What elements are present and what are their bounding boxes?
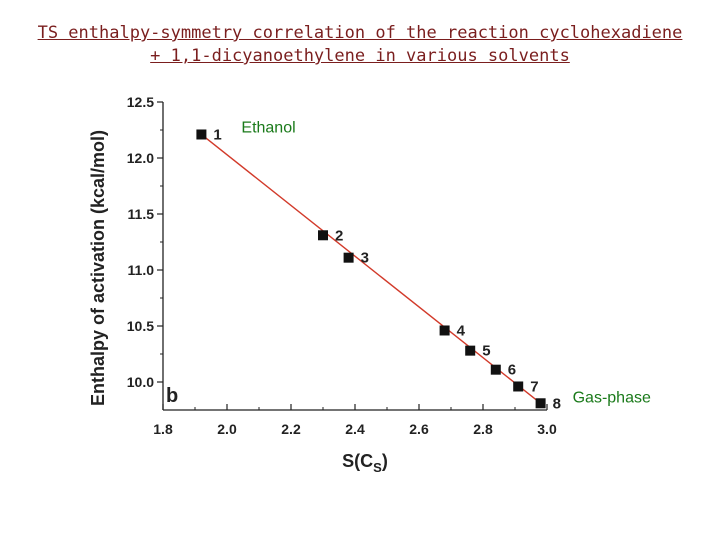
axes: 1.8 2.0 2.2 2.4 2.6 2.8 3.0 10.0 10.5 11.0 11.5 12.… [88, 94, 557, 475]
point-label-3: 3 [361, 250, 369, 267]
y-tick-label: 10.0 [127, 374, 154, 390]
y-axis-label: Enthalpy of activation (kcal/mol) [88, 130, 108, 406]
point-label-5: 5 [482, 343, 490, 360]
data-point-7 [513, 381, 524, 392]
data-point-2 [318, 230, 328, 241]
point-label-8: 8 [553, 395, 561, 412]
y-tick-label: 11.5 [128, 206, 155, 222]
y-tick-label: 10.5 [127, 318, 154, 334]
point-label-7: 7 [530, 378, 538, 395]
page-title: TS enthalpy-symmetry correlation of the … [0, 22, 720, 68]
y-tick-label: 11.0 [128, 262, 155, 278]
fit-line-group [200, 133, 542, 404]
data-point-4 [439, 325, 450, 336]
data-point-6 [490, 364, 501, 375]
title-line-2: + 1,1-dicyanoethylene in various solvent… [150, 46, 570, 66]
y-tick-label: 12.5 [127, 94, 154, 110]
data-point-1 [196, 129, 207, 140]
data-points [196, 129, 546, 409]
x-tick-label: 2.0 [217, 421, 237, 437]
x-tick-label: 2.4 [345, 421, 365, 437]
data-point-5 [465, 345, 476, 356]
point-label-6: 6 [508, 362, 516, 379]
title-line-1: TS enthalpy-symmetry correlation of the … [37, 23, 683, 43]
x-tick-label: 1.8 [153, 421, 173, 437]
point-label-2: 2 [335, 227, 343, 244]
panel-label: b [166, 385, 178, 407]
data-point-3 [343, 252, 354, 263]
x-tick-label: 2.8 [473, 421, 493, 437]
data-point-8 [535, 398, 546, 409]
point-label-4: 4 [457, 322, 466, 339]
annotation-gas-phase: Gas-phase [573, 389, 651, 406]
x-tick-label: 2.6 [409, 421, 429, 437]
text-labels: 1 2 3 45 678 Ethanol Gas-phase b [166, 119, 651, 412]
x-tick-label: 2.2 [281, 421, 301, 437]
y-tick-label: 12.0 [127, 150, 154, 166]
x-axis-label: S(CS) [342, 451, 388, 475]
annotation-ethanol: Ethanol [241, 119, 295, 136]
fit-line [200, 133, 542, 404]
point-label-1: 1 [213, 126, 221, 143]
x-tick-label: 3.0 [537, 421, 557, 437]
